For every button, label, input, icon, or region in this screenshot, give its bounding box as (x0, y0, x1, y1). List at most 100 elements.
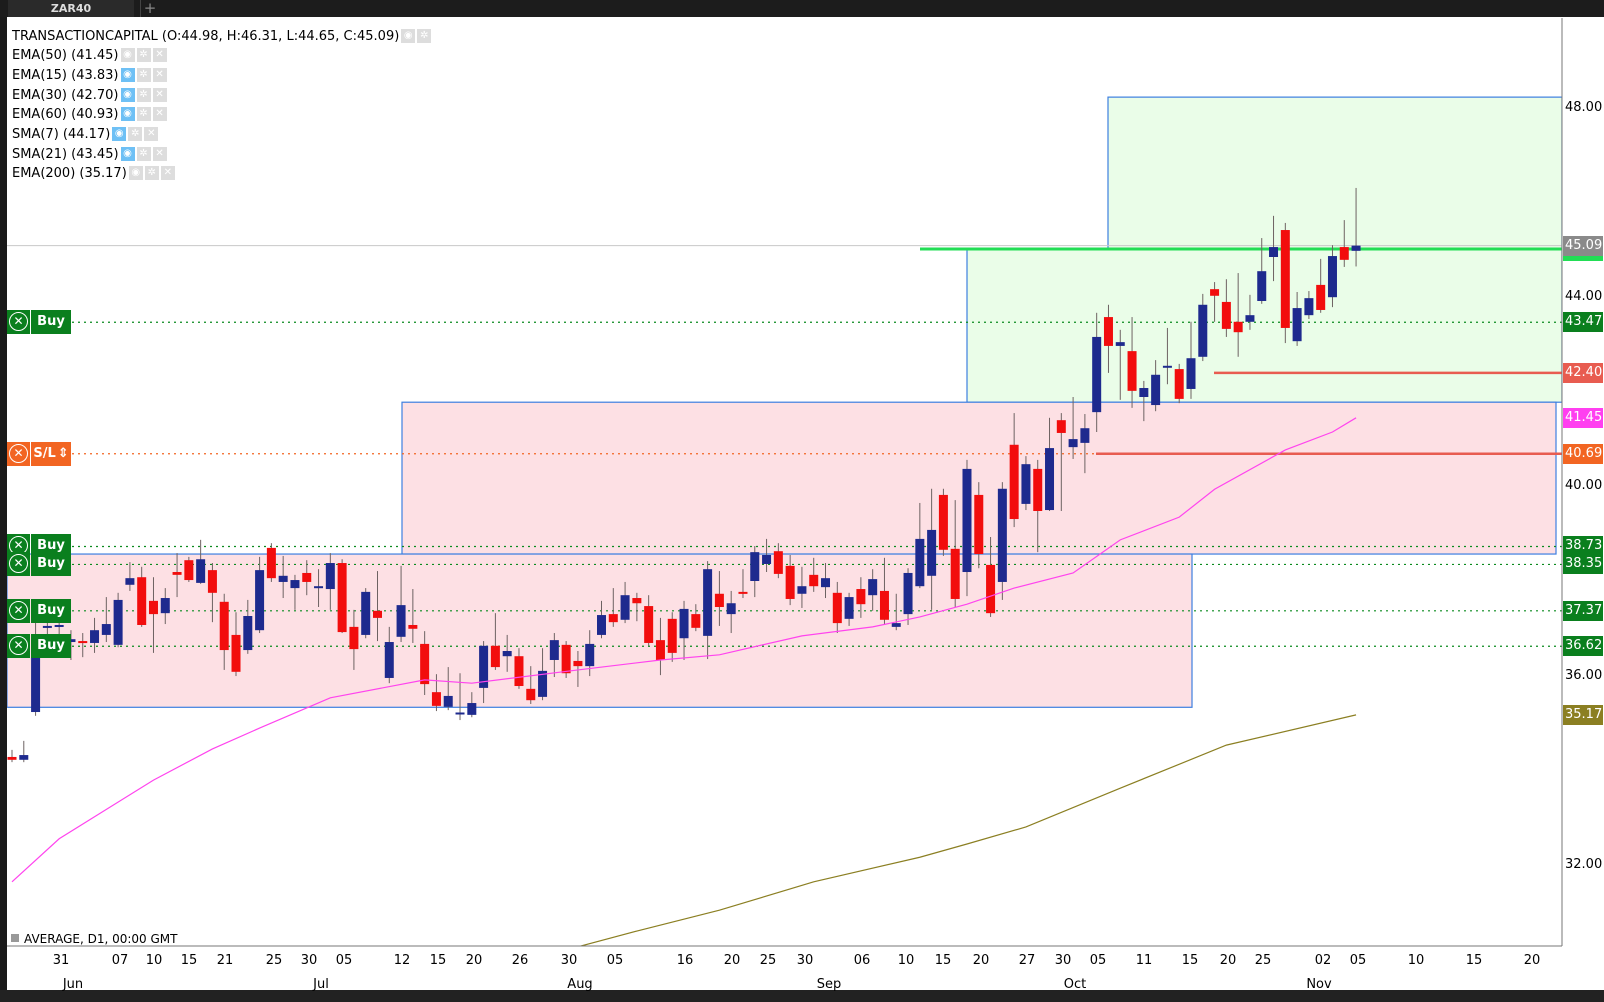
candle-down[interactable] (337, 563, 347, 633)
candle-up[interactable] (597, 615, 606, 635)
candle-down[interactable] (644, 606, 654, 643)
candle-up[interactable] (125, 578, 135, 585)
close-order-icon[interactable]: ✕ (7, 310, 30, 335)
candle-down[interactable] (655, 640, 665, 660)
candle-up[interactable] (868, 579, 878, 596)
candle-up[interactable] (997, 488, 1007, 582)
candle-up[interactable] (31, 640, 41, 713)
candle-down[interactable] (1210, 289, 1220, 296)
candle-up[interactable] (467, 703, 477, 715)
candle-up[interactable] (903, 572, 913, 615)
candle-down[interactable] (266, 547, 276, 579)
target-zone[interactable] (1107, 96, 1562, 251)
close-icon[interactable]: ✕ (152, 88, 167, 102)
close-order-icon[interactable]: ✕ (7, 634, 30, 659)
buy-order[interactable]: ✕ Buy (7, 310, 71, 335)
candle-up[interactable] (443, 695, 453, 707)
candle-up[interactable] (314, 586, 324, 589)
candle-down[interactable] (738, 591, 748, 594)
candle-down[interactable] (879, 590, 889, 620)
candle-down[interactable] (420, 643, 430, 685)
candle-up[interactable] (502, 651, 512, 657)
candle-up[interactable] (361, 591, 371, 635)
candle-down[interactable] (832, 592, 842, 624)
buy-order[interactable]: ✕ Buy (7, 634, 71, 659)
candle-down[interactable] (1056, 420, 1066, 433)
eye-icon[interactable]: ◉ (120, 147, 135, 161)
candle-down[interactable] (561, 644, 571, 674)
candle-up[interactable] (1092, 336, 1102, 413)
candle-up[interactable] (290, 580, 300, 589)
close-icon[interactable]: ✕ (152, 48, 167, 62)
candle-up[interactable] (1292, 308, 1302, 342)
candle-down[interactable] (608, 614, 618, 623)
candle-up[interactable] (160, 598, 170, 614)
candle-down[interactable] (986, 564, 996, 614)
candle-up[interactable] (1351, 245, 1361, 251)
candle-up[interactable] (255, 570, 265, 631)
candle-up[interactable] (1257, 271, 1267, 301)
candle-up[interactable] (479, 645, 489, 688)
candle-down[interactable] (1103, 317, 1113, 346)
candle-down[interactable] (302, 572, 312, 582)
buy-order[interactable]: ✕ Buy (7, 552, 71, 577)
candle-up[interactable] (762, 554, 772, 564)
candle-down[interactable] (632, 598, 642, 604)
candle-up[interactable] (844, 597, 854, 619)
adjust-arrows-icon[interactable]: ⇕ (57, 445, 69, 461)
candle-down[interactable] (573, 660, 583, 667)
buy-order[interactable]: ✕ Buy (7, 598, 71, 623)
candle-down[interactable] (809, 574, 819, 587)
candle-up[interactable] (196, 559, 206, 583)
eye-icon[interactable]: ◉ (401, 29, 416, 43)
candle-up[interactable] (549, 640, 559, 660)
close-order-icon[interactable]: ✕ (7, 441, 30, 466)
candle-down[interactable] (408, 624, 418, 629)
candle-up[interactable] (927, 529, 937, 576)
candle-down[interactable] (938, 494, 948, 550)
candle-down[interactable] (667, 618, 677, 653)
candle-down[interactable] (349, 626, 359, 650)
candle-down[interactable] (1033, 468, 1043, 511)
candle-up[interactable] (679, 608, 689, 639)
candle-up[interactable] (455, 712, 465, 715)
candle-down[interactable] (691, 614, 701, 628)
eye-icon[interactable]: ◉ (112, 127, 127, 141)
gear-icon[interactable]: ✲ (136, 68, 151, 82)
candle-down[interactable] (773, 551, 783, 574)
ema50-line[interactable] (11, 417, 1357, 883)
eye-icon[interactable]: ◉ (128, 166, 143, 180)
candle-down[interactable] (78, 641, 88, 644)
candle-down[interactable] (231, 634, 241, 672)
candle-up[interactable] (1198, 304, 1208, 357)
close-order-icon[interactable]: ✕ (7, 552, 30, 577)
candle-up[interactable] (1151, 374, 1161, 406)
candle-up[interactable] (243, 616, 253, 651)
gear-icon[interactable]: ✲ (144, 166, 159, 180)
candle-down[interactable] (974, 494, 984, 555)
close-icon[interactable]: ✕ (152, 147, 167, 161)
gear-icon[interactable]: ✲ (136, 107, 151, 121)
candle-up[interactable] (1269, 247, 1279, 257)
candle-up[interactable] (891, 623, 901, 627)
eye-icon[interactable]: ◉ (120, 68, 135, 82)
candle-down[interactable] (1174, 369, 1184, 399)
candle-down[interactable] (431, 692, 441, 706)
candle-up[interactable] (915, 538, 925, 587)
close-icon[interactable]: ✕ (152, 107, 167, 121)
candle-up[interactable] (113, 599, 123, 645)
gear-icon[interactable]: ✲ (417, 29, 432, 43)
candle-up[interactable] (1045, 448, 1055, 511)
candle-down[interactable] (1127, 351, 1137, 391)
candle-down[interactable] (1339, 247, 1349, 260)
candle-down[interactable] (1316, 284, 1326, 310)
candle-down[interactable] (137, 577, 147, 625)
candle-down[interactable] (490, 645, 500, 668)
candle-up[interactable] (101, 624, 111, 635)
close-icon[interactable]: ✕ (160, 166, 175, 180)
candle-up[interactable] (797, 586, 807, 594)
candle-down[interactable] (219, 601, 229, 651)
close-icon[interactable]: ✕ (144, 127, 159, 141)
candle-down[interactable] (714, 593, 724, 608)
